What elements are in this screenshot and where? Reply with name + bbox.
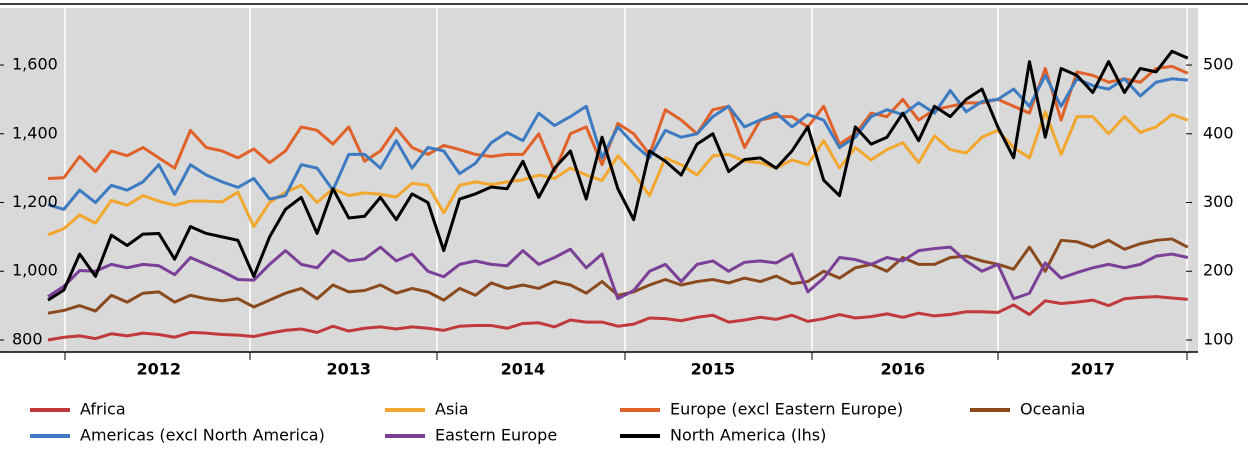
y2-tick-label: 300 bbox=[1203, 192, 1234, 211]
legend-label: Eastern Europe bbox=[435, 426, 557, 445]
legend-label: North America (lhs) bbox=[670, 426, 826, 445]
legend-label: Africa bbox=[80, 400, 126, 419]
y-tick-label: 1,400 bbox=[12, 123, 58, 142]
series-line bbox=[47, 295, 1188, 342]
x-tick-label: 2015 bbox=[691, 360, 736, 379]
series-line bbox=[47, 49, 1189, 302]
y-tick-label: 1,200 bbox=[12, 192, 58, 211]
series-line bbox=[47, 73, 1188, 211]
y-tick-label: 1,000 bbox=[12, 261, 58, 280]
legend-label: Asia bbox=[435, 400, 469, 419]
y2-tick-label: 200 bbox=[1203, 261, 1234, 280]
plot bbox=[47, 49, 1189, 342]
y-tick-label: 800 bbox=[12, 329, 43, 348]
y2-tick-label: 100 bbox=[1203, 329, 1234, 348]
x-tick-label: 2017 bbox=[1071, 360, 1116, 379]
y2-tick-label: 500 bbox=[1203, 55, 1234, 74]
series-line bbox=[47, 110, 1189, 237]
series-line bbox=[47, 245, 1189, 301]
legend-label: Oceania bbox=[1020, 400, 1085, 419]
x-tick-label: 2012 bbox=[137, 360, 182, 379]
y2-tick-label: 400 bbox=[1203, 123, 1234, 142]
legend-label: Americas (excl North America) bbox=[80, 426, 325, 445]
x-tick-label: 2016 bbox=[881, 360, 926, 379]
x-tick-label: 2013 bbox=[327, 360, 372, 379]
y-tick-label: 1,600 bbox=[12, 55, 58, 74]
legend-label: Europe (excl Eastern Europe) bbox=[670, 400, 903, 419]
x-tick-label: 2014 bbox=[501, 360, 546, 379]
